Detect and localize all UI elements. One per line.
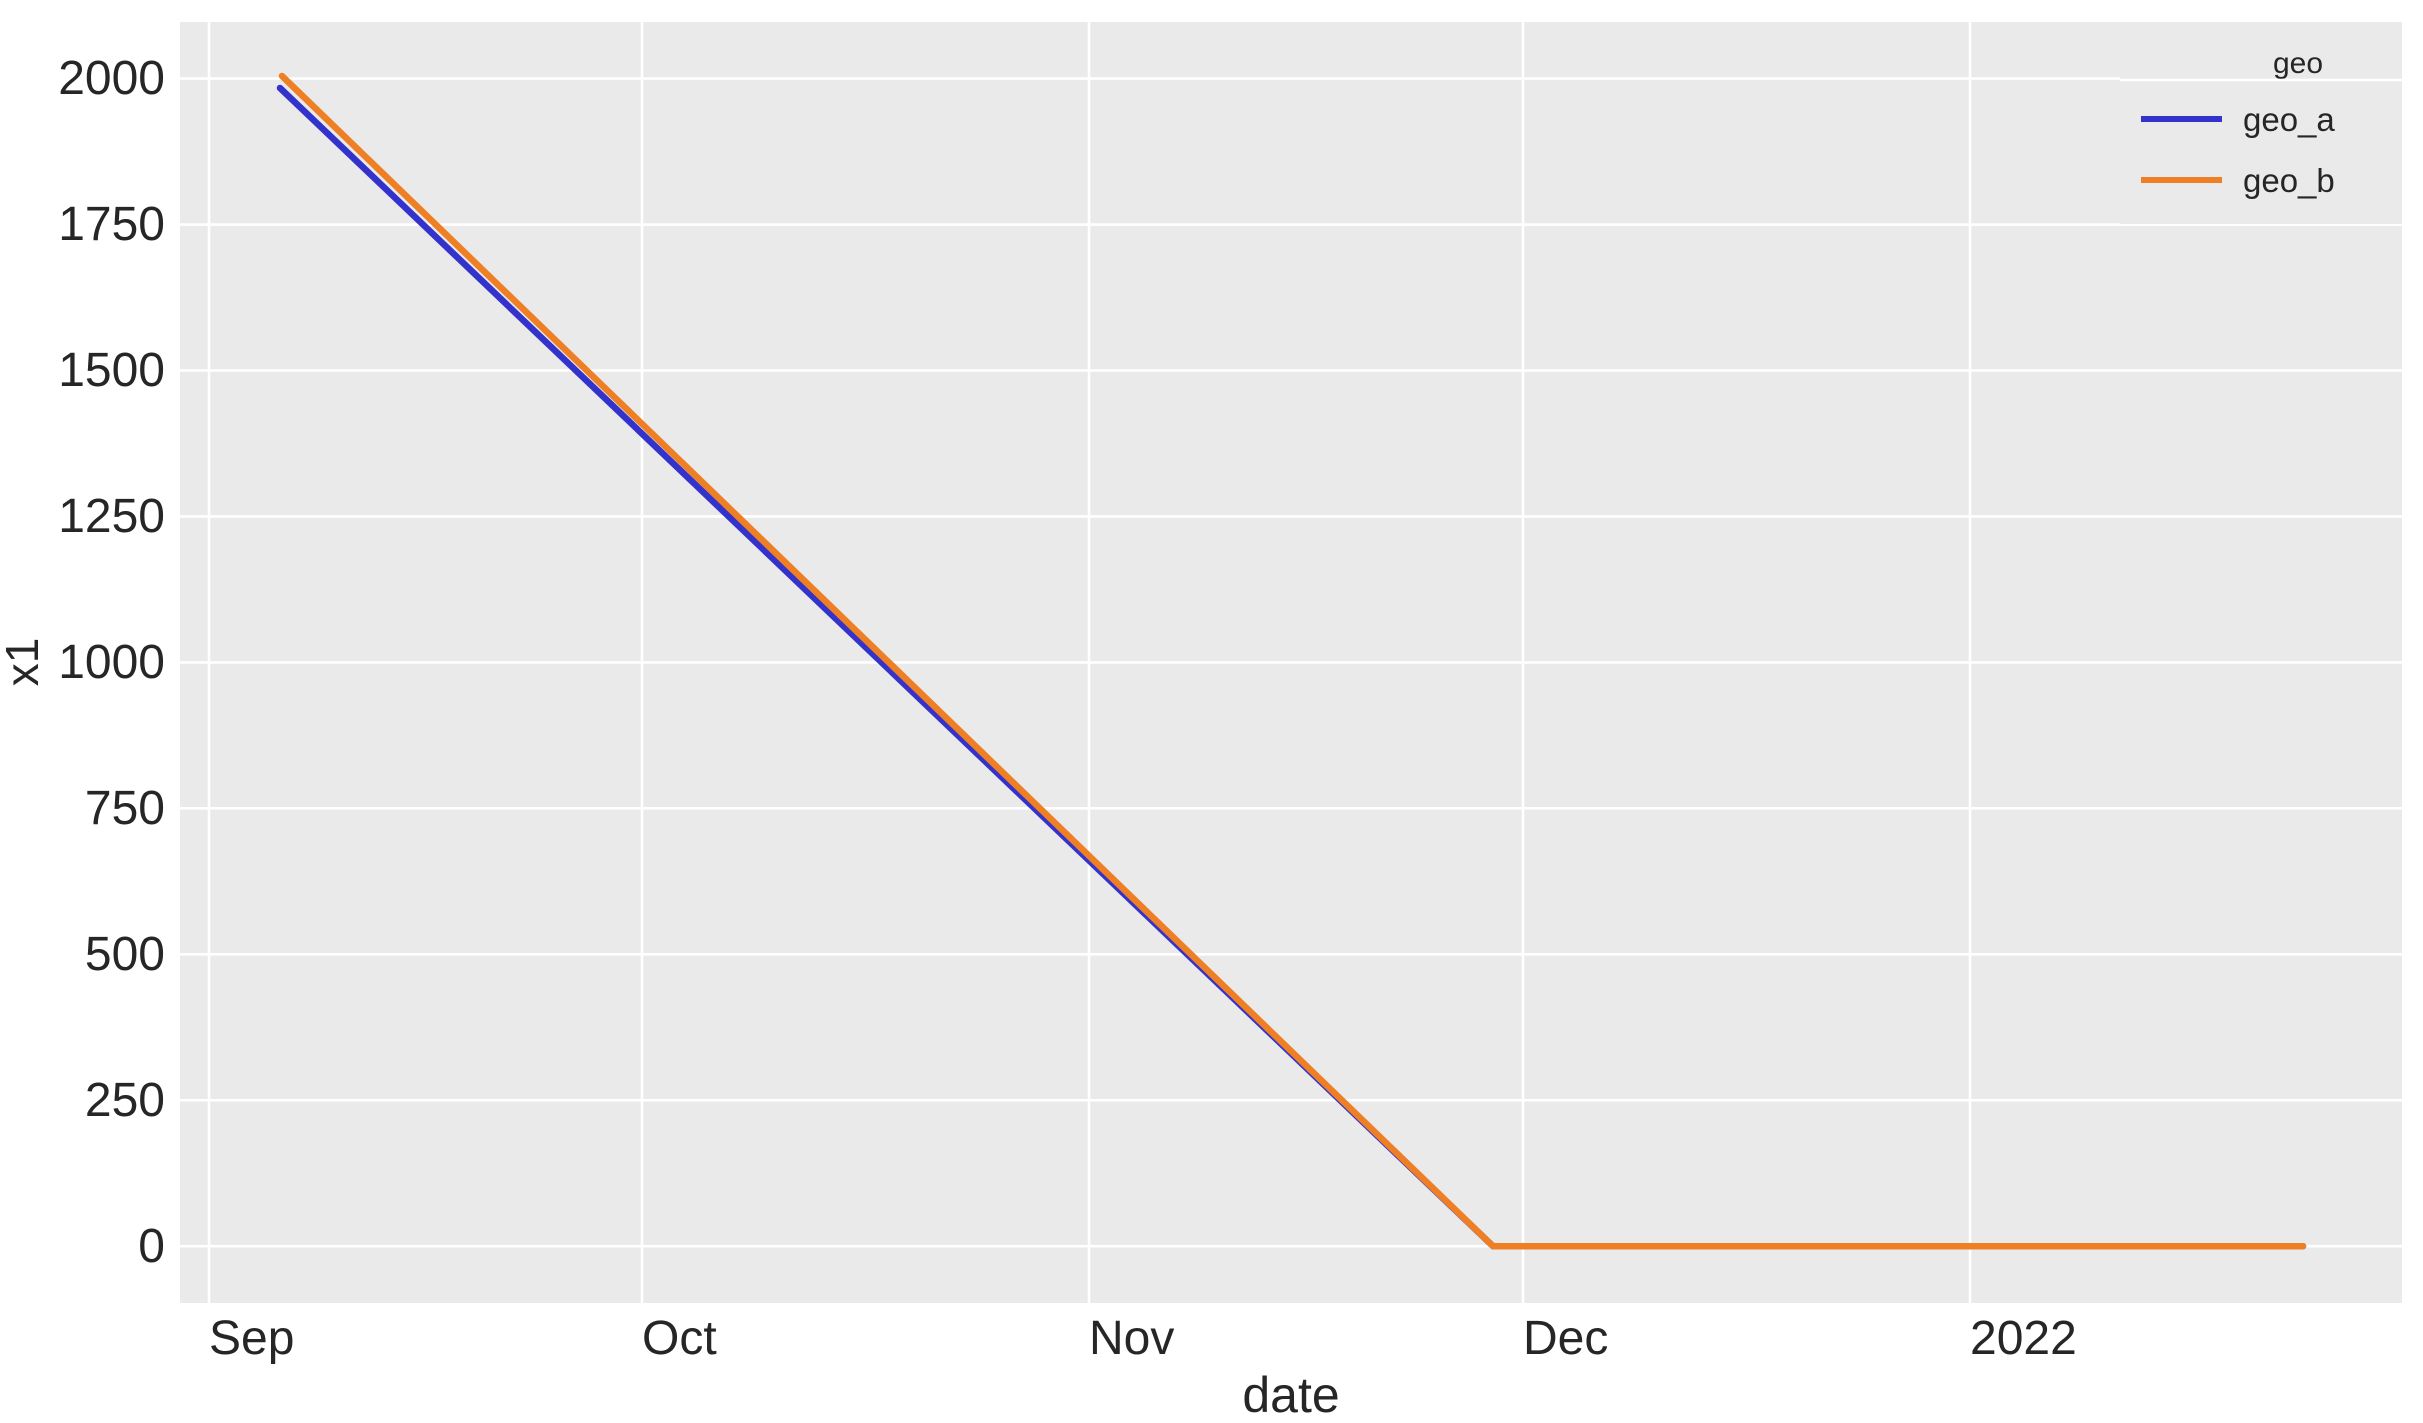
svg-text:750: 750 [85, 782, 165, 835]
svg-text:1500: 1500 [58, 344, 165, 397]
svg-text:0: 0 [138, 1220, 165, 1273]
svg-text:500: 500 [85, 928, 165, 981]
svg-text:1750: 1750 [58, 198, 165, 251]
svg-text:1250: 1250 [58, 490, 165, 543]
svg-text:Oct: Oct [642, 1312, 717, 1365]
svg-text:250: 250 [85, 1074, 165, 1127]
svg-text:1000: 1000 [58, 636, 165, 689]
svg-text:date: date [1242, 1367, 1339, 1423]
svg-text:Dec: Dec [1523, 1312, 1608, 1365]
svg-text:Nov: Nov [1089, 1312, 1174, 1365]
svg-text:2000: 2000 [58, 52, 165, 105]
svg-text:geo: geo [2273, 47, 2323, 80]
svg-text:x1: x1 [0, 638, 48, 687]
svg-text:2022: 2022 [1970, 1312, 2077, 1365]
svg-text:geo_a: geo_a [2243, 101, 2335, 138]
svg-text:Sep: Sep [209, 1312, 294, 1365]
svg-text:geo_b: geo_b [2243, 162, 2335, 199]
